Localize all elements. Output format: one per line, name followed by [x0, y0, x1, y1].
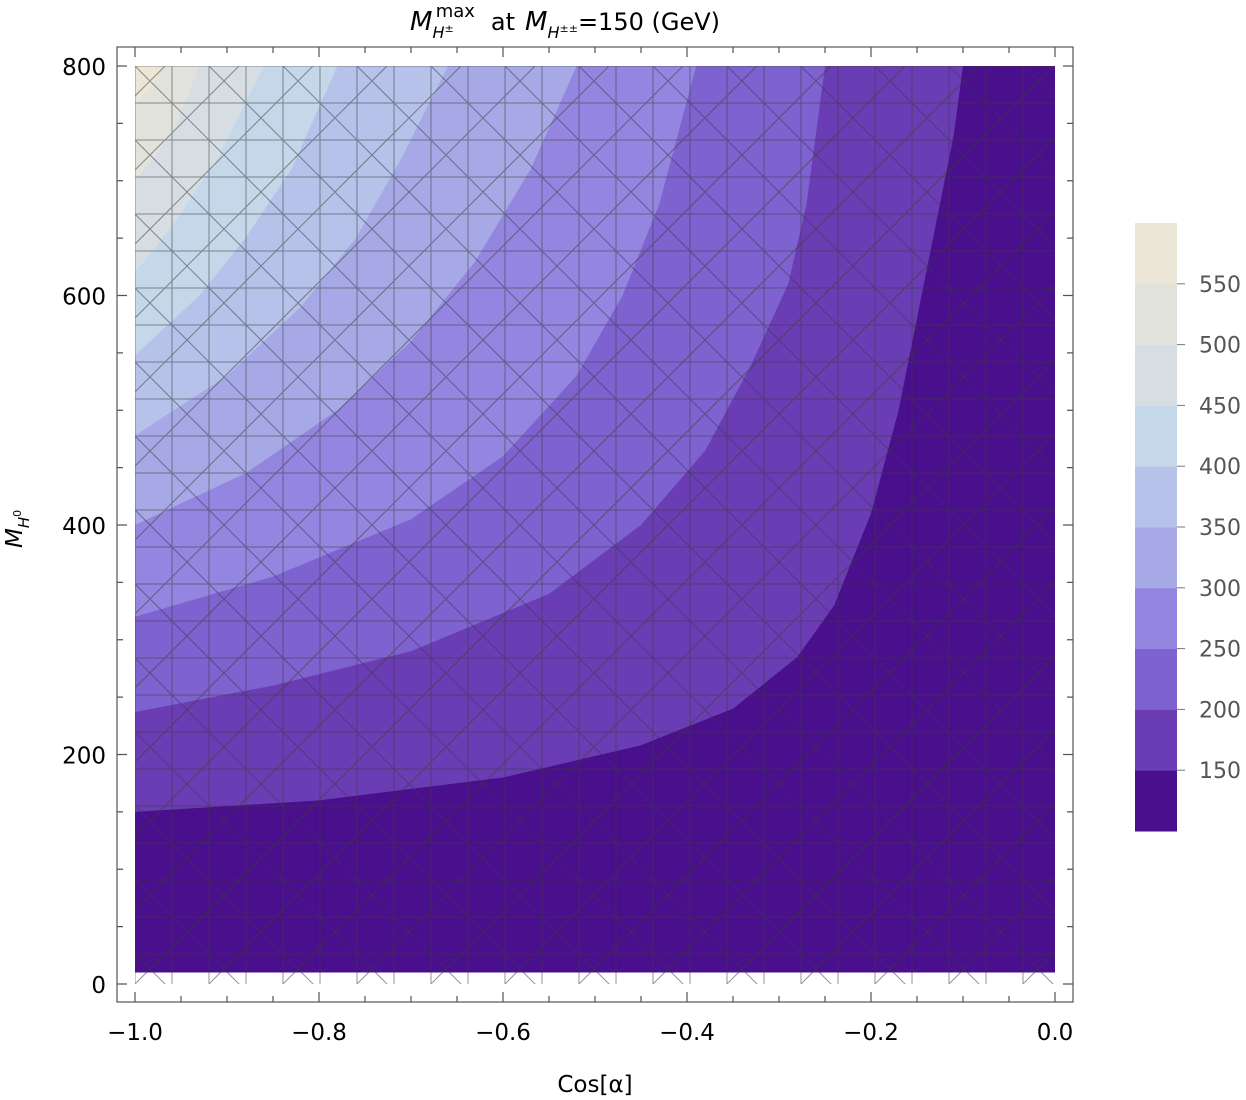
y-tick-labels: 0 200 400 600 800 [62, 55, 106, 999]
mesh-lines [135, 66, 1055, 984]
x-tick-label: 0.0 [1037, 1020, 1074, 1046]
colorbar-label: 500 [1199, 334, 1241, 359]
colorbar-label: 350 [1199, 516, 1241, 541]
colorbar: 150 200 250 300 350 400 450 500 550 [1135, 223, 1241, 832]
colorbar-swatch [1135, 466, 1177, 528]
colorbar-label: 400 [1199, 455, 1241, 480]
y-tick-label: 400 [62, 514, 106, 540]
y-tick-label: 200 [62, 744, 106, 770]
colorbar-swatch [1135, 587, 1177, 650]
colorbar-swatch [1135, 527, 1177, 589]
colorbar-swatch [1135, 223, 1177, 285]
colorbar-label: 200 [1199, 698, 1241, 723]
frame-ticks [117, 47, 1073, 1002]
colorbar-swatch [1135, 405, 1177, 467]
colorbar-label: 550 [1199, 273, 1241, 298]
x-tick-label: −0.4 [659, 1020, 715, 1046]
colorbar-swatch [1135, 770, 1177, 832]
x-tick-labels: −1.0 −0.8 −0.6 −0.4 −0.2 0.0 [107, 1020, 1073, 1046]
colorbar-label: 150 [1199, 759, 1241, 784]
chart-title: MH±max at MH±±=150 (GeV) [410, 1, 720, 42]
mesh-grid [135, 66, 1055, 984]
contour-band-9 [135, 66, 163, 107]
contour-bands [135, 66, 1055, 973]
tick-marks [117, 47, 1073, 1002]
colorbar-label: 300 [1199, 577, 1241, 602]
contour-band-8 [135, 66, 200, 181]
colorbar-label: 450 [1199, 394, 1241, 419]
colorbar-swatch [1135, 648, 1177, 710]
x-tick-label: −1.0 [107, 1020, 163, 1046]
colorbar-swatch [1135, 344, 1177, 406]
colorbar-swatch [1135, 283, 1177, 346]
x-tick-label: −0.2 [843, 1020, 899, 1046]
y-tick-label: 800 [62, 55, 106, 81]
x-axis-label: Cos[α] [557, 1072, 632, 1098]
y-tick-label: 0 [91, 973, 106, 999]
colorbar-label: 250 [1199, 638, 1241, 663]
x-tick-label: −0.8 [291, 1020, 347, 1046]
y-tick-label: 600 [62, 285, 106, 311]
y-axis-label: MH0 [2, 510, 33, 548]
x-tick-label: −0.6 [475, 1020, 531, 1046]
colorbar-swatch [1135, 709, 1177, 771]
